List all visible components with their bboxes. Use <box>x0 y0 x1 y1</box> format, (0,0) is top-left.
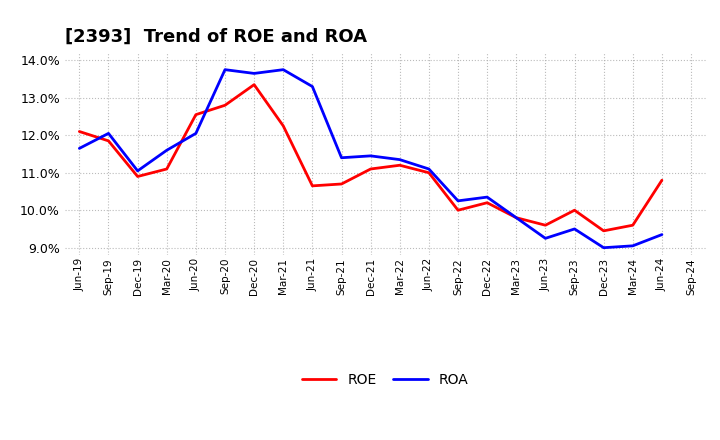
Text: [2393]  Trend of ROE and ROA: [2393] Trend of ROE and ROA <box>65 28 366 46</box>
ROE <box>570 208 579 213</box>
ROA <box>454 198 462 203</box>
ROA <box>512 215 521 220</box>
ROA <box>337 155 346 161</box>
Legend: ROE, ROA: ROE, ROA <box>296 367 474 392</box>
ROA <box>133 168 142 173</box>
ROE <box>337 181 346 187</box>
ROE <box>541 223 550 228</box>
ROA <box>192 131 200 136</box>
ROE <box>395 163 404 168</box>
ROA <box>279 67 287 72</box>
ROA <box>163 147 171 153</box>
ROE <box>250 82 258 87</box>
ROA <box>570 226 579 231</box>
ROA <box>599 245 608 250</box>
ROA <box>104 131 113 136</box>
ROA <box>308 84 317 89</box>
ROE <box>454 208 462 213</box>
ROE <box>366 166 375 172</box>
ROE <box>629 223 637 228</box>
ROE <box>104 138 113 143</box>
ROE <box>599 228 608 234</box>
ROA <box>220 67 229 72</box>
ROA <box>541 236 550 241</box>
ROA <box>250 71 258 76</box>
ROE <box>279 123 287 128</box>
ROA <box>657 232 666 237</box>
ROE <box>425 170 433 176</box>
ROE <box>75 129 84 134</box>
ROE <box>133 174 142 179</box>
ROA <box>395 157 404 162</box>
Line: ROE: ROE <box>79 84 662 231</box>
ROA <box>75 146 84 151</box>
ROE <box>657 178 666 183</box>
ROE <box>512 215 521 220</box>
ROE <box>192 112 200 117</box>
ROE <box>483 200 492 205</box>
ROA <box>629 243 637 249</box>
ROA <box>366 153 375 158</box>
ROE <box>163 166 171 172</box>
ROE <box>308 183 317 188</box>
ROA <box>425 166 433 172</box>
ROE <box>220 103 229 108</box>
Line: ROA: ROA <box>79 70 662 248</box>
ROA <box>483 194 492 200</box>
